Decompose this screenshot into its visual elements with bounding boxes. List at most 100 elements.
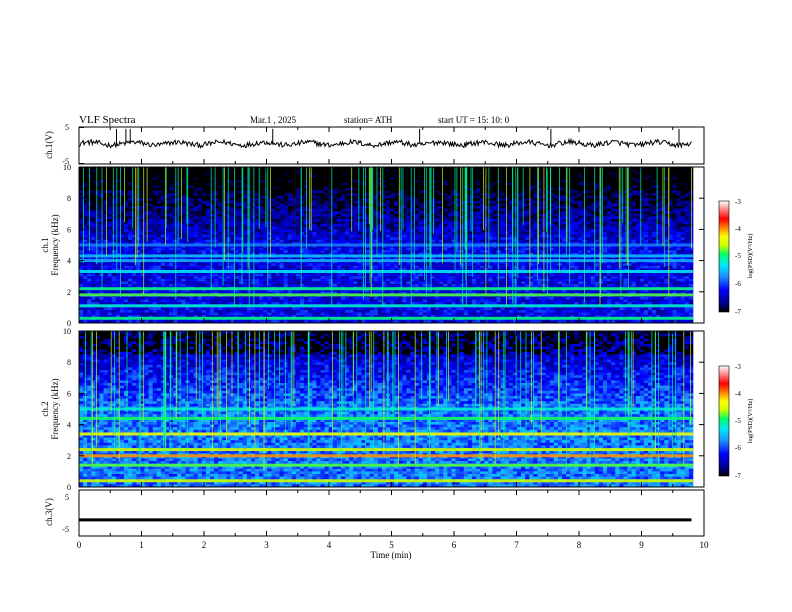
spectrogram-cell xyxy=(243,209,247,212)
spectrogram-cell xyxy=(341,229,345,232)
spectrogram-cell xyxy=(91,300,95,303)
spectrogram-cell xyxy=(370,284,374,287)
spectrogram-cell xyxy=(251,193,255,196)
spectrogram-cell xyxy=(173,300,177,303)
spectrogram-cell xyxy=(275,198,279,201)
spectrogram-cell xyxy=(104,279,108,282)
spectrogram-cell xyxy=(345,300,349,303)
spectrogram-cell xyxy=(333,198,337,201)
spectrogram-cell xyxy=(329,211,333,214)
spectrogram-cell xyxy=(214,263,218,266)
spectrogram-cell xyxy=(378,276,382,279)
spectrogram-cell xyxy=(99,313,103,316)
spectrogram-cell xyxy=(144,313,148,316)
spectrogram-cell xyxy=(263,183,267,186)
spectrogram-cell xyxy=(271,232,275,235)
spectrogram-cell xyxy=(202,235,206,238)
spectrogram-cell xyxy=(235,206,239,209)
spectrogram-cell xyxy=(83,307,87,310)
spectrogram-cell xyxy=(104,175,108,178)
spectrogram-cell xyxy=(112,216,116,219)
spectrogram-cell xyxy=(255,232,259,235)
spectrogram-cell xyxy=(337,198,341,201)
spectrogram-cell xyxy=(157,177,161,180)
spectrogram-cell xyxy=(210,201,214,204)
spectrogram-cell xyxy=(157,222,161,225)
spectrogram-cell xyxy=(255,206,259,209)
spectrogram-cell xyxy=(79,240,83,243)
spectrogram-cell xyxy=(398,274,402,277)
spectrogram-cell xyxy=(337,209,341,212)
spectrogram-cell xyxy=(390,198,394,201)
spectrogram-cell xyxy=(312,313,316,316)
spectrogram-cell xyxy=(112,175,116,178)
spectrogram-cell xyxy=(173,206,177,209)
spectrogram-cell xyxy=(263,279,267,282)
spectrogram-cell xyxy=(357,276,361,279)
spectrogram-cell xyxy=(136,313,140,316)
spectrogram-cell xyxy=(353,250,357,253)
spectrogram-cell xyxy=(255,190,259,193)
spectrogram-cell xyxy=(128,211,132,214)
spectrogram-cell xyxy=(325,198,329,201)
spectrogram-cell xyxy=(108,172,112,175)
spectrogram-cell xyxy=(128,196,132,199)
spectrogram-cell xyxy=(271,188,275,191)
spectrogram-cell xyxy=(296,196,300,199)
spectrogram-cell xyxy=(316,206,320,209)
spectrogram-cell xyxy=(280,224,284,227)
spectrogram-cell xyxy=(271,281,275,284)
spectrogram-cell xyxy=(316,307,320,310)
spectrogram-cell xyxy=(194,279,198,282)
spectrogram-cell xyxy=(316,203,320,206)
spectrogram-cell xyxy=(235,222,239,225)
spectrogram-cell xyxy=(144,284,148,287)
spectrogram-cell xyxy=(190,193,194,196)
spectrogram-cell xyxy=(325,170,329,173)
spectrogram-cell xyxy=(218,307,222,310)
spectrogram-cell xyxy=(87,276,91,279)
spectrogram-cell xyxy=(202,198,206,201)
spectrogram-cell xyxy=(144,172,148,175)
spectrogram-cell xyxy=(284,279,288,282)
spectrogram-cell xyxy=(321,250,325,253)
spectrogram-cell xyxy=(104,240,108,243)
spectrogram-cell xyxy=(341,196,345,199)
spectrogram-cell xyxy=(144,240,148,243)
spectrogram-cell xyxy=(345,188,349,191)
spectrogram-cell xyxy=(374,172,378,175)
spectrogram-cell xyxy=(316,185,320,188)
spectrogram-cell xyxy=(292,177,296,180)
spectrogram-cell xyxy=(333,219,337,222)
spectrogram-cell xyxy=(116,274,120,277)
spectrogram-cell xyxy=(243,175,247,178)
spectrogram-cell xyxy=(230,177,234,180)
spectrogram-cell xyxy=(235,219,239,222)
spectrogram-cell xyxy=(341,180,345,183)
spectrogram-cell xyxy=(104,224,108,227)
spectrogram-cell xyxy=(394,201,398,204)
spectrogram-cell xyxy=(112,300,116,303)
spectrogram-cell xyxy=(341,237,345,240)
spectrogram-cell xyxy=(132,232,136,235)
spectrogram-cell xyxy=(169,180,173,183)
spectrogram-cell xyxy=(271,229,275,232)
spectrogram-cell xyxy=(140,172,144,175)
spectrogram-cell xyxy=(308,224,312,227)
spectrogram-cell xyxy=(157,281,161,284)
spectrogram-cell xyxy=(157,300,161,303)
spectrogram-cell xyxy=(169,284,173,287)
spectrogram-cell xyxy=(190,281,194,284)
spectrogram-cell xyxy=(333,310,337,313)
spectrogram-cell xyxy=(292,313,296,316)
spectrogram-cell xyxy=(144,193,148,196)
spectrogram-cell xyxy=(316,183,320,186)
spectrogram-cell xyxy=(226,279,230,282)
spectrogram-cell xyxy=(292,279,296,282)
spectrogram-cell xyxy=(280,313,284,316)
spectrogram-cell xyxy=(153,219,157,222)
spectrogram-cell xyxy=(190,190,194,193)
spectrogram-cell xyxy=(329,224,333,227)
ch1-spectrogram-image xyxy=(79,167,693,323)
spectrogram-cell xyxy=(87,307,91,310)
